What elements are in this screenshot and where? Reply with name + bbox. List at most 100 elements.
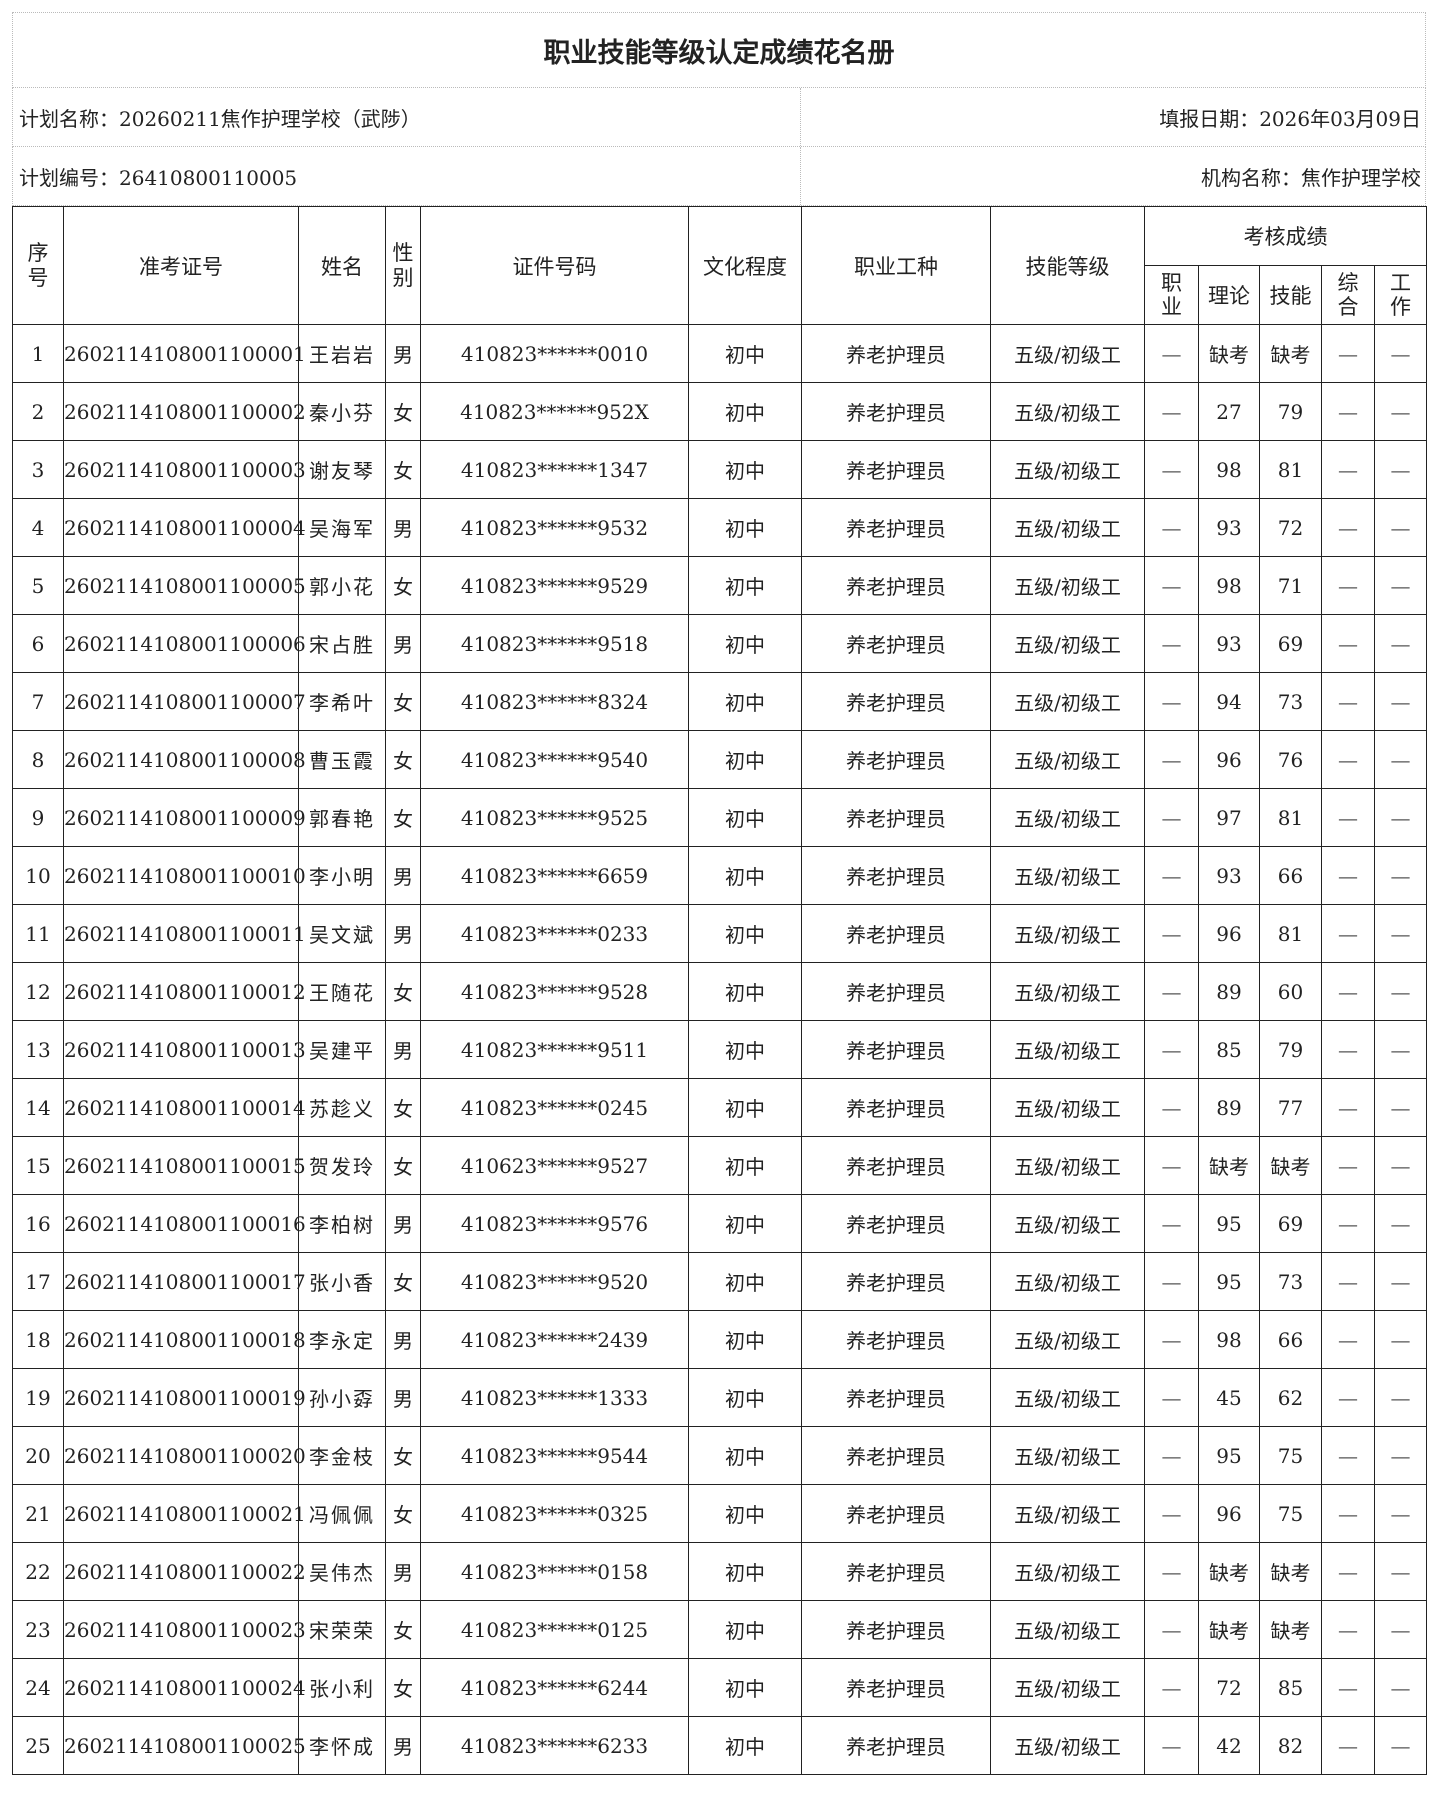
cell-score-skill: 77 — [1259, 1078, 1322, 1137]
cell-score-skill: 缺考 — [1259, 1600, 1322, 1659]
cell-score-skill: 缺考 — [1259, 1136, 1322, 1195]
cell-gender: 女 — [385, 1484, 421, 1543]
cell-score-theory: 缺考 — [1198, 1136, 1260, 1195]
header-id: 证件号码 — [420, 206, 689, 325]
cell-seq: 4 — [12, 498, 64, 557]
score-table: 序号 准考证号 姓名 性别 证件号码 文化程度 职业工种 技能等级 考核成绩 职… — [12, 206, 1427, 1775]
cell-id-no: 410623******9527 — [420, 1136, 689, 1195]
cell-score-theory: 85 — [1198, 1020, 1260, 1079]
cell-score-theory: 95 — [1198, 1426, 1260, 1485]
cell-skill-level: 五级/初级工 — [990, 498, 1145, 557]
table-row: 2 2602114108001100002 秦小芬女 410823******952X… — [12, 382, 1427, 441]
table-row: 21 2602114108001100021 冯佩佩女 410823******032… — [12, 1484, 1427, 1543]
cell-score-occupation: — — [1144, 788, 1199, 847]
cell-skill-level: 五级/初级工 — [990, 904, 1145, 963]
cell-seq: 24 — [12, 1658, 64, 1717]
cell-score-work: — — [1374, 498, 1427, 557]
cell-education: 初中 — [688, 1078, 802, 1137]
cell-score-work: — — [1374, 440, 1427, 499]
cell-education: 初中 — [688, 614, 802, 673]
cell-education: 初中 — [688, 788, 802, 847]
cell-occupation: 养老护理员 — [801, 1484, 991, 1543]
cell-ticket-no: 2602114108001100015 — [63, 1136, 306, 1195]
cell-score-skill: 75 — [1259, 1426, 1322, 1485]
cell-occupation: 养老护理员 — [801, 1600, 991, 1659]
cell-seq: 21 — [12, 1484, 64, 1543]
cell-seq: 20 — [12, 1426, 64, 1485]
cell-name: 吴伟杰 — [298, 1542, 386, 1601]
cell-skill-level: 五级/初级工 — [990, 1658, 1145, 1717]
cell-name: 宋荣荣 — [298, 1600, 386, 1659]
cell-score-overall: — — [1321, 614, 1375, 673]
cell-score-skill: 73 — [1259, 1252, 1322, 1311]
cell-id-no: 410823******9511 — [420, 1020, 689, 1079]
cell-score-theory: 98 — [1198, 556, 1260, 615]
cell-education: 初中 — [688, 1600, 802, 1659]
cell-name: 秦小芬 — [298, 382, 386, 441]
cell-score-overall: — — [1321, 382, 1375, 441]
cell-score-occupation: — — [1144, 1426, 1199, 1485]
cell-occupation: 养老护理员 — [801, 1658, 991, 1717]
table-row: 23 2602114108001100023 宋荣荣女 410823******012… — [12, 1600, 1427, 1659]
cell-score-overall: — — [1321, 1252, 1375, 1311]
cell-score-work: — — [1374, 382, 1427, 441]
cell-score-work: — — [1374, 1600, 1427, 1659]
cell-score-work: — — [1374, 730, 1427, 789]
cell-id-no: 410823******952X — [420, 382, 689, 441]
cell-score-theory: 98 — [1198, 1310, 1260, 1369]
cell-score-overall: — — [1321, 788, 1375, 847]
cell-ticket-no: 2602114108001100006 — [63, 614, 306, 673]
cell-gender: 女 — [385, 1426, 421, 1485]
cell-score-skill: 71 — [1259, 556, 1322, 615]
cell-name: 郭春艳 — [298, 788, 386, 847]
cell-occupation: 养老护理员 — [801, 382, 991, 441]
table-row: 4 2602114108001100004 吴海军男 410823******9532… — [12, 498, 1427, 557]
cell-score-skill: 66 — [1259, 846, 1322, 905]
cell-gender: 女 — [385, 440, 421, 499]
cell-score-occupation: — — [1144, 1020, 1199, 1079]
cell-score-work: — — [1374, 1078, 1427, 1137]
cell-skill-level: 五级/初级工 — [990, 1484, 1145, 1543]
cell-education: 初中 — [688, 498, 802, 557]
cell-skill-level: 五级/初级工 — [990, 1368, 1145, 1427]
cell-occupation: 养老护理员 — [801, 324, 991, 383]
info-row-2: 计划编号：26410800110005 机构名称：焦作护理学校 — [12, 147, 1426, 206]
cell-ticket-no: 2602114108001100017 — [63, 1252, 306, 1311]
cell-education: 初中 — [688, 1252, 802, 1311]
cell-score-overall: — — [1321, 440, 1375, 499]
cell-gender: 男 — [385, 614, 421, 673]
cell-seq: 11 — [12, 904, 64, 963]
header-sub-occupation: 职业 — [1144, 265, 1199, 325]
cell-id-no: 410823******2439 — [420, 1310, 689, 1369]
cell-score-skill: 81 — [1259, 904, 1322, 963]
table-row: 25 2602114108001100025 李怀成男 410823******623… — [12, 1716, 1427, 1775]
cell-score-work: — — [1374, 324, 1427, 383]
cell-score-occupation: — — [1144, 672, 1199, 731]
cell-seq: 18 — [12, 1310, 64, 1369]
cell-id-no: 410823******9528 — [420, 962, 689, 1021]
cell-occupation: 养老护理员 — [801, 1716, 991, 1775]
cell-name: 吴建平 — [298, 1020, 386, 1079]
cell-occupation: 养老护理员 — [801, 730, 991, 789]
cell-seq: 25 — [12, 1716, 64, 1775]
cell-gender: 男 — [385, 904, 421, 963]
cell-occupation: 养老护理员 — [801, 1542, 991, 1601]
table-row: 9 2602114108001100009 郭春艳女 410823******9525… — [12, 788, 1427, 847]
cell-gender: 女 — [385, 382, 421, 441]
cell-id-no: 410823******9520 — [420, 1252, 689, 1311]
cell-score-overall: — — [1321, 730, 1375, 789]
cell-ticket-no: 2602114108001100014 — [63, 1078, 306, 1137]
cell-score-occupation: — — [1144, 1716, 1199, 1775]
cell-score-overall: — — [1321, 1600, 1375, 1659]
cell-score-overall: — — [1321, 324, 1375, 383]
cell-education: 初中 — [688, 440, 802, 499]
cell-education: 初中 — [688, 672, 802, 731]
cell-id-no: 410823******9518 — [420, 614, 689, 673]
cell-gender: 男 — [385, 1368, 421, 1427]
cell-score-overall: — — [1321, 846, 1375, 905]
cell-ticket-no: 2602114108001100002 — [63, 382, 306, 441]
cell-id-no: 410823******9576 — [420, 1194, 689, 1253]
cell-education: 初中 — [688, 1368, 802, 1427]
cell-occupation: 养老护理员 — [801, 1136, 991, 1195]
cell-seq: 3 — [12, 440, 64, 499]
